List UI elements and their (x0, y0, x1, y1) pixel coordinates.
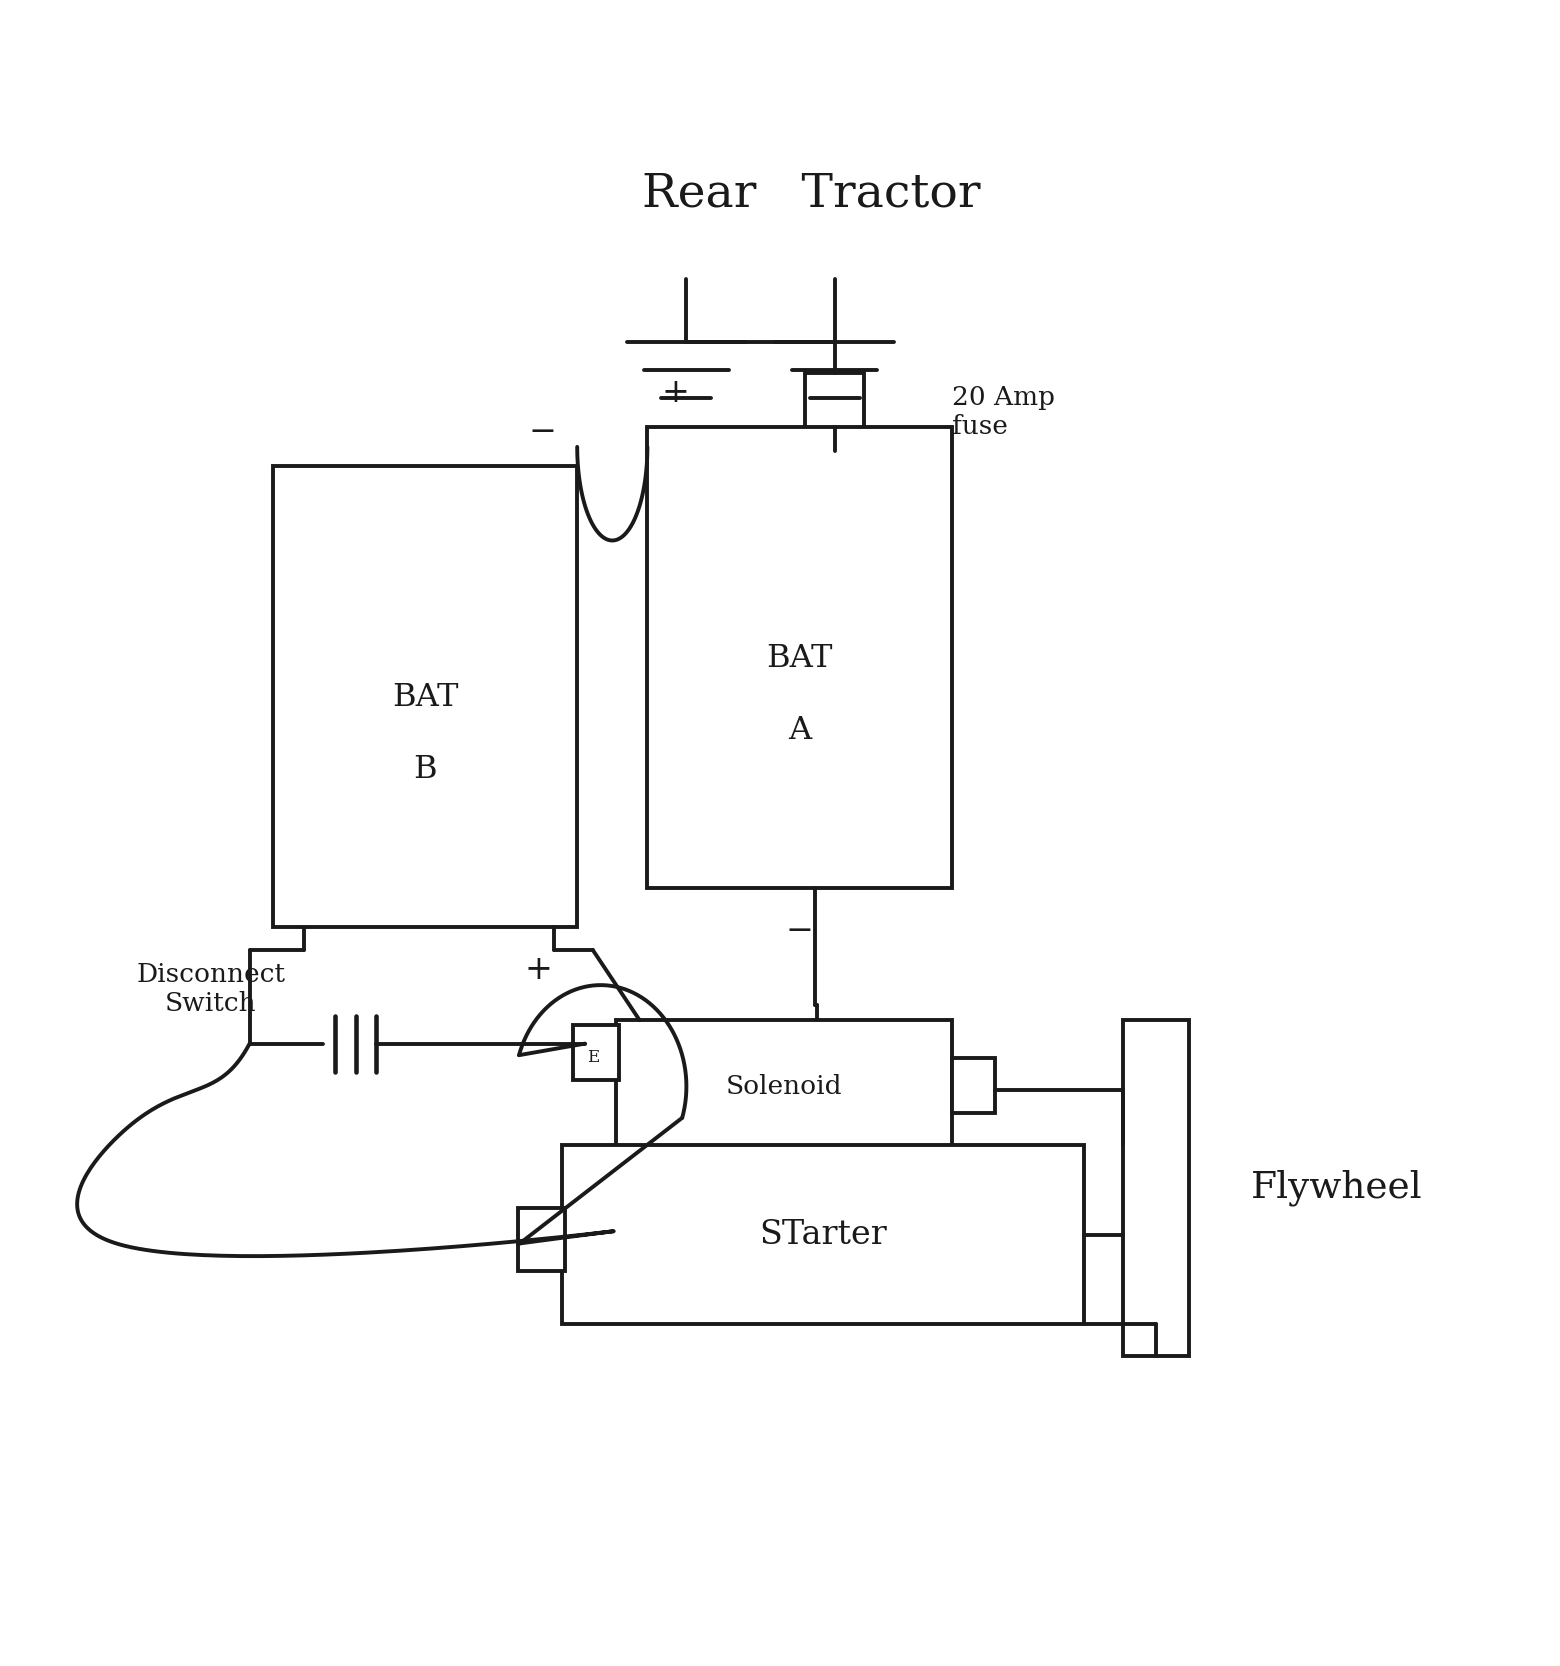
Bar (562, 1145, 1084, 1324)
Text: +: + (661, 377, 690, 410)
Text: E: E (587, 1050, 599, 1066)
Text: BAT

A: BAT A (766, 643, 833, 746)
Bar (616, 1020, 952, 1153)
Text: Disconnect
Switch: Disconnect Switch (136, 961, 285, 1016)
Bar (805, 373, 864, 451)
Bar (952, 1058, 995, 1113)
Text: Solenoid: Solenoid (725, 1075, 842, 1100)
Bar (573, 1025, 619, 1080)
Text: −: − (529, 416, 557, 448)
Bar (273, 466, 577, 926)
Text: Rear   Tractor: Rear Tractor (643, 172, 980, 217)
Bar (647, 428, 952, 888)
Bar (1123, 1020, 1189, 1356)
Text: 20 Amp
fuse: 20 Amp fuse (952, 385, 1055, 438)
Text: +: + (524, 955, 552, 986)
Text: BAT

B: BAT B (392, 681, 459, 785)
Text: −: − (786, 915, 813, 948)
Text: Flywheel: Flywheel (1251, 1170, 1423, 1206)
Text: STarter: STarter (760, 1220, 886, 1251)
Bar (518, 1208, 565, 1271)
